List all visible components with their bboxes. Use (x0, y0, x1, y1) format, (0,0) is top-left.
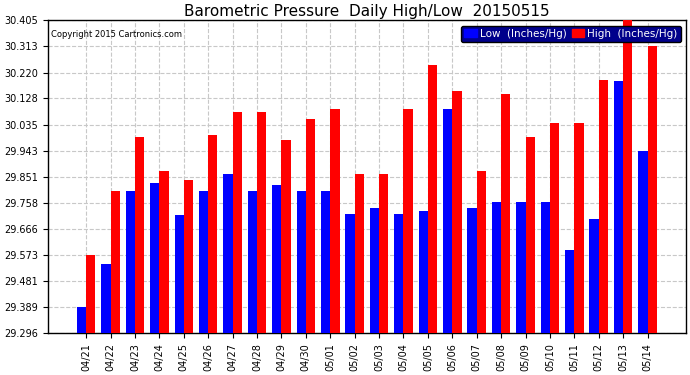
Bar (224, 174, 233, 375)
Title: Barometric Pressure  Daily High/Low  20150515: Barometric Pressure Daily High/Low 20150… (184, 4, 550, 19)
Bar (492, 202, 501, 375)
Bar (428, 66, 437, 375)
Bar (86, 255, 95, 375)
Bar (379, 174, 388, 375)
Bar (321, 191, 331, 375)
Bar (452, 91, 462, 375)
Bar (208, 135, 217, 375)
Bar (257, 112, 266, 375)
Bar (233, 112, 242, 375)
Bar (599, 80, 608, 375)
Bar (623, 20, 633, 375)
Bar (135, 137, 144, 375)
Bar (550, 123, 559, 375)
Bar (526, 137, 535, 375)
Legend: Low  (Inches/Hg), High  (Inches/Hg): Low (Inches/Hg), High (Inches/Hg) (461, 26, 680, 42)
Bar (282, 140, 290, 375)
Bar (184, 180, 193, 375)
Bar (370, 208, 379, 375)
Bar (443, 109, 452, 375)
Bar (331, 109, 339, 375)
Bar (110, 191, 120, 375)
Bar (199, 191, 208, 375)
Bar (150, 183, 159, 375)
Bar (297, 191, 306, 375)
Bar (175, 215, 184, 375)
Bar (589, 219, 599, 375)
Bar (77, 307, 86, 375)
Text: Copyright 2015 Cartronics.com: Copyright 2015 Cartronics.com (51, 30, 182, 39)
Bar (159, 171, 168, 375)
Bar (477, 171, 486, 375)
Bar (394, 213, 404, 375)
Bar (346, 213, 355, 375)
Bar (574, 123, 584, 375)
Bar (306, 119, 315, 375)
Bar (614, 81, 623, 375)
Bar (419, 211, 428, 375)
Bar (272, 185, 282, 375)
Bar (404, 109, 413, 375)
Bar (501, 94, 511, 375)
Bar (647, 46, 657, 375)
Bar (101, 264, 110, 375)
Bar (126, 191, 135, 375)
Bar (565, 250, 574, 375)
Bar (541, 202, 550, 375)
Bar (638, 151, 647, 375)
Bar (248, 191, 257, 375)
Bar (467, 208, 477, 375)
Bar (355, 174, 364, 375)
Bar (516, 202, 526, 375)
